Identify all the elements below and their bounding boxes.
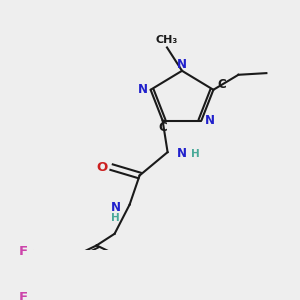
- Text: F: F: [19, 291, 28, 300]
- Text: F: F: [19, 245, 28, 258]
- Text: N: N: [138, 83, 148, 96]
- Text: N: N: [111, 201, 121, 214]
- Text: H: H: [111, 213, 120, 223]
- Text: H: H: [191, 149, 200, 159]
- Text: N: N: [177, 147, 187, 160]
- Text: N: N: [204, 114, 214, 127]
- Text: C: C: [158, 121, 167, 134]
- Text: CH₃: CH₃: [156, 35, 178, 45]
- Text: N: N: [177, 58, 187, 70]
- Text: C: C: [217, 78, 226, 91]
- Text: O: O: [96, 160, 107, 174]
